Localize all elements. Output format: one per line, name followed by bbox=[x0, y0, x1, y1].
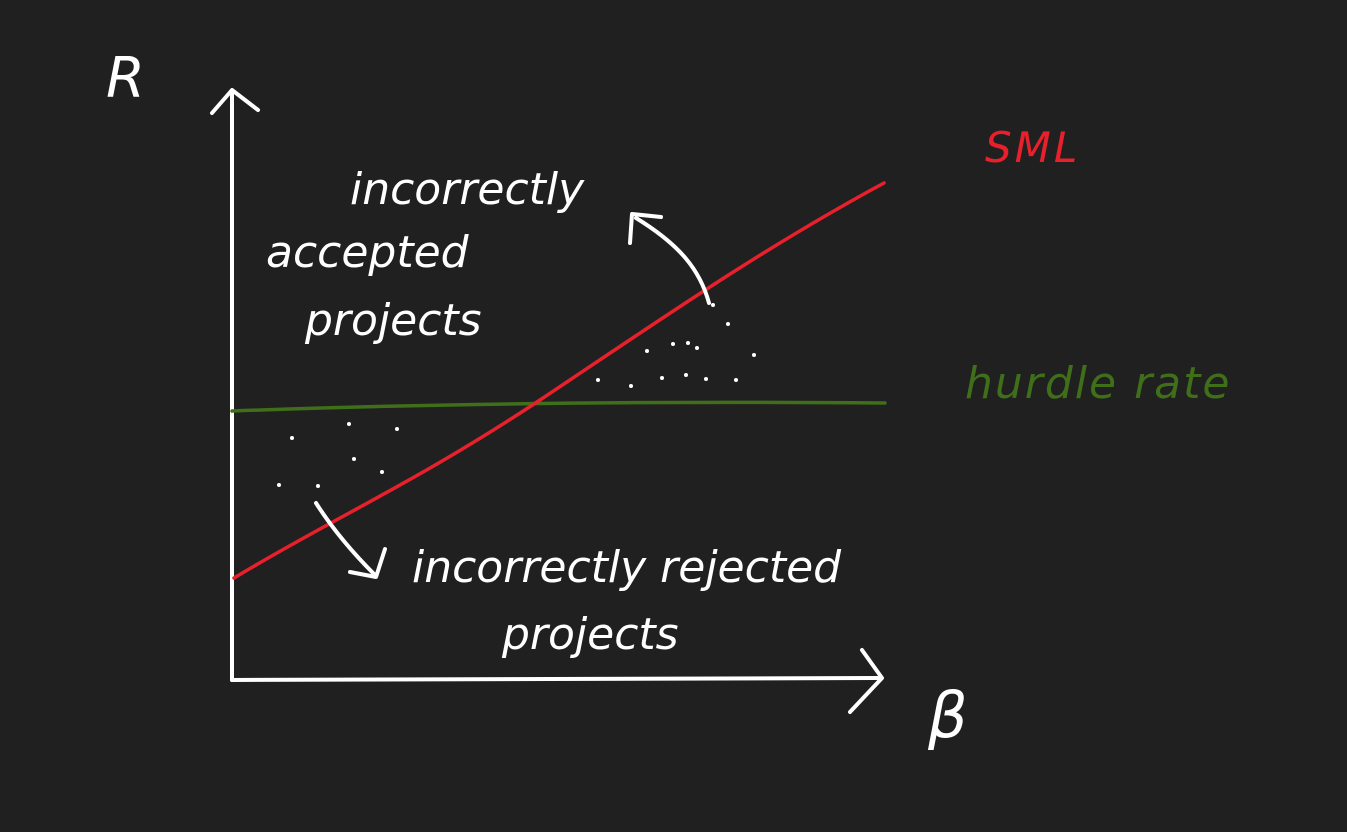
axes bbox=[210, 88, 884, 714]
accepted-label-line-3: projects bbox=[304, 295, 482, 346]
incorrectly-accepted-label: incorrectly accepted projects bbox=[266, 164, 585, 346]
y-axis-arrowhead bbox=[210, 88, 260, 115]
hurdle-rate-label: hurdle rate bbox=[965, 358, 1231, 409]
accepted-label-line-1: incorrectly bbox=[350, 164, 585, 215]
accepted-label-line-2: accepted bbox=[266, 227, 470, 278]
x-axis-arrowhead bbox=[848, 648, 884, 714]
accepted-arrowhead bbox=[628, 212, 663, 245]
sml-label: SML bbox=[985, 123, 1080, 172]
hurdle-rate-line bbox=[230, 400, 887, 413]
rejected-arrow-shaft bbox=[314, 501, 376, 576]
accepted-arrow-shaft bbox=[634, 216, 711, 305]
accepted-dots bbox=[596, 303, 756, 388]
rejected-arrowhead bbox=[348, 547, 387, 579]
incorrectly-rejected-label: incorrectly rejected projects bbox=[412, 542, 842, 660]
x-axis-line bbox=[230, 676, 880, 682]
arrows bbox=[314, 212, 711, 579]
y-axis-label: R bbox=[106, 46, 145, 111]
rejected-dots bbox=[277, 422, 399, 488]
rejected-label-line-2: projects bbox=[501, 609, 679, 660]
rejected-label-line-1: incorrectly rejected bbox=[412, 542, 842, 593]
x-axis-label: β bbox=[927, 679, 968, 752]
